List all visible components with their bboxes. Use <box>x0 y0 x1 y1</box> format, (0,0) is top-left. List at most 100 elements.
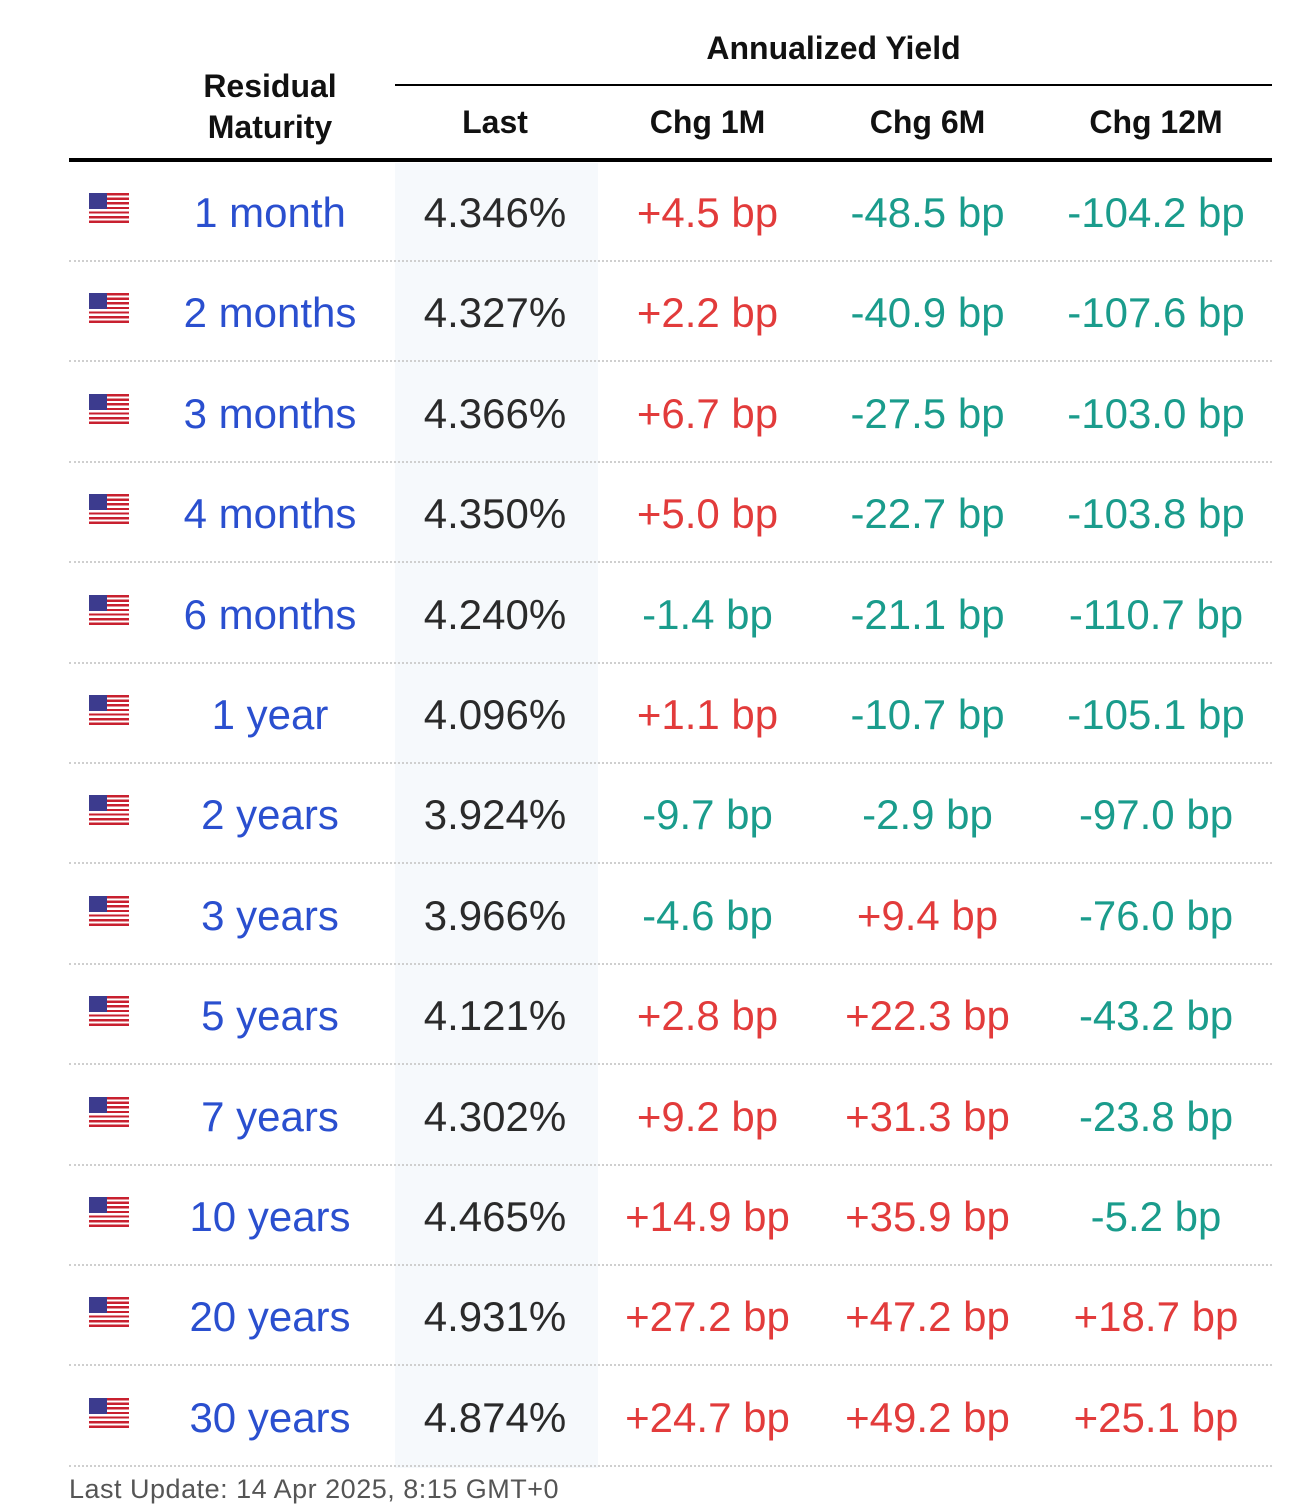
chg-1m-value: +5.0 bp <box>636 490 779 538</box>
last-yield-value: 3.924% <box>423 791 567 839</box>
chg-6m-value: -22.7 bp <box>850 490 1005 538</box>
us-flag-icon <box>89 1297 129 1328</box>
us-flag-icon <box>89 293 129 324</box>
chg-6m-value: -2.9 bp <box>862 791 993 839</box>
maturity-link[interactable]: 30 years <box>189 1393 351 1441</box>
last-update-text: Last Update: 14 Apr 2025, 8:15 GMT+0 <box>69 1474 560 1504</box>
chg-12m-value: +18.7 bp <box>1073 1293 1239 1341</box>
column-header-maturity: Residual Maturity <box>150 66 390 148</box>
maturity-link[interactable]: 1 year <box>211 690 329 738</box>
table-row[interactable]: 4 months 4.350% +5.0 bp -22.7 bp -103.8 bp <box>69 464 1272 564</box>
chg-12m-value: -5.2 bp <box>1090 1192 1222 1240</box>
flag-canton <box>89 393 107 410</box>
chg-6m-value: +31.3 bp <box>845 1092 1010 1140</box>
chg-6m-value: +35.9 bp <box>845 1192 1010 1240</box>
chg-1m-value: +6.7 bp <box>636 389 779 437</box>
table-row[interactable]: 1 month 4.346% +4.5 bp -48.5 bp -104.2 bp <box>69 163 1272 262</box>
last-yield-value: 4.302% <box>423 1092 567 1140</box>
us-flag-icon <box>89 594 129 625</box>
maturity-link[interactable]: 20 years <box>189 1293 351 1341</box>
us-flag-icon <box>89 1096 129 1127</box>
maturity-link[interactable]: 3 years <box>201 891 339 939</box>
us-flag-icon <box>89 895 129 926</box>
chg-6m-value: +47.2 bp <box>845 1293 1010 1341</box>
last-yield-value: 4.096% <box>423 690 567 738</box>
flag-canton <box>89 694 107 711</box>
flag-canton <box>89 293 107 310</box>
yield-table-body: 1 month 4.346% +4.5 bp -48.5 bp -104.2 bp 2 m… <box>69 163 1272 1468</box>
chg-12m-value: -105.1 bp <box>1067 690 1245 738</box>
table-row[interactable]: 2 months 4.327% +2.2 bp -40.9 bp -107.6 bp <box>69 263 1272 363</box>
chg-1m-value: +4.5 bp <box>636 189 779 236</box>
us-flag-icon <box>89 1397 129 1428</box>
chg-1m-value: +27.2 bp <box>625 1293 790 1341</box>
flag-canton <box>89 1096 107 1113</box>
us-flag-icon <box>89 1196 129 1227</box>
last-yield-value: 4.931% <box>423 1293 567 1341</box>
chg-12m-value: -97.0 bp <box>1078 791 1234 839</box>
last-yield-value: 4.465% <box>423 1192 567 1240</box>
maturity-link[interactable]: 2 months <box>183 289 357 337</box>
maturity-link[interactable]: 5 years <box>201 992 339 1040</box>
chg-1m-value: -1.4 bp <box>642 590 773 638</box>
flag-canton <box>89 996 107 1013</box>
chg-12m-value: -103.0 bp <box>1067 389 1245 437</box>
maturity-link[interactable]: 4 months <box>183 490 357 538</box>
chg-6m-value: -27.5 bp <box>850 389 1005 437</box>
us-flag-icon <box>89 494 129 525</box>
last-yield-value: 4.121% <box>423 992 567 1040</box>
column-header-chg-12m[interactable]: Chg 12M <box>1089 104 1223 140</box>
chg-6m-value: +49.2 bp <box>845 1393 1010 1441</box>
last-yield-value: 4.240% <box>423 590 567 638</box>
chg-1m-value: +1.1 bp <box>636 690 779 738</box>
chg-6m-value: -40.9 bp <box>850 289 1005 337</box>
flag-canton <box>89 494 107 511</box>
maturity-link[interactable]: 2 years <box>201 791 339 839</box>
annualized-yield-header: Annualized Yield <box>706 30 961 66</box>
flag-canton <box>89 1297 107 1314</box>
chg-6m-value: -21.1 bp <box>850 590 1005 638</box>
column-header-chg-1m[interactable]: Chg 1M <box>649 104 766 140</box>
table-row[interactable]: 20 years 4.931% +27.2 bp +47.2 bp +18.7 bp <box>69 1267 1272 1367</box>
maturity-link[interactable]: 6 months <box>183 590 357 638</box>
column-header-maturity-line1: Residual <box>203 68 337 104</box>
column-header-maturity-line2: Maturity <box>207 109 333 145</box>
chg-6m-value: +22.3 bp <box>845 992 1010 1040</box>
chg-12m-value: -43.2 bp <box>1078 992 1234 1040</box>
chg-6m-value: -10.7 bp <box>850 690 1005 738</box>
chg-1m-value: -9.7 bp <box>642 791 773 839</box>
table-row[interactable]: 3 years 3.966% -4.6 bp +9.4 bp -76.0 bp <box>69 866 1272 965</box>
maturity-link[interactable]: 1 month <box>194 189 346 236</box>
header-rule <box>69 158 1272 162</box>
column-header-chg-6m[interactable]: Chg 6M <box>869 104 986 140</box>
chg-1m-value: +2.2 bp <box>636 289 779 337</box>
table-row[interactable]: 1 year 4.096% +1.1 bp -10.7 bp -105.1 bp <box>69 665 1272 764</box>
flag-canton <box>89 1397 107 1414</box>
maturity-link[interactable]: 7 years <box>201 1092 339 1140</box>
us-flag-icon <box>89 795 129 826</box>
maturity-link[interactable]: 10 years <box>189 1192 351 1240</box>
chg-12m-value: -103.8 bp <box>1067 490 1245 538</box>
chg-12m-value: -110.7 bp <box>1068 590 1244 638</box>
chg-12m-value: -76.0 bp <box>1078 891 1234 939</box>
flag-canton <box>89 1196 107 1213</box>
table-row[interactable]: 2 years 3.924% -9.7 bp -2.9 bp -97.0 bp <box>69 765 1272 865</box>
table-row[interactable]: 3 months 4.366% +6.7 bp -27.5 bp -103.0 bp <box>69 364 1272 463</box>
table-row[interactable]: 6 months 4.240% -1.4 bp -21.1 bp -110.7 bp <box>69 565 1272 664</box>
table-row[interactable]: 30 years 4.874% +24.7 bp +49.2 bp +25.1 bp <box>69 1368 1272 1467</box>
maturity-link[interactable]: 3 months <box>183 389 357 437</box>
last-yield-value: 4.366% <box>423 389 567 437</box>
chg-12m-value: -107.6 bp <box>1067 289 1245 337</box>
flag-canton <box>89 795 107 812</box>
last-yield-value: 4.350% <box>423 490 567 538</box>
column-header-last[interactable]: Last <box>462 104 528 140</box>
us-flag-icon <box>89 996 129 1027</box>
chg-1m-value: +24.7 bp <box>625 1393 790 1441</box>
table-row[interactable]: 5 years 4.121% +2.8 bp +22.3 bp -43.2 bp <box>69 966 1272 1066</box>
last-yield-value: 4.327% <box>423 289 567 337</box>
table-row[interactable]: 7 years 4.302% +9.2 bp +31.3 bp -23.8 bp <box>69 1067 1272 1166</box>
flag-canton <box>89 594 107 611</box>
us-flag-icon <box>89 694 129 725</box>
table-row[interactable]: 10 years 4.465% +14.9 bp +35.9 bp -5.2 bp <box>69 1167 1272 1266</box>
chg-1m-value: -4.6 bp <box>642 891 773 939</box>
